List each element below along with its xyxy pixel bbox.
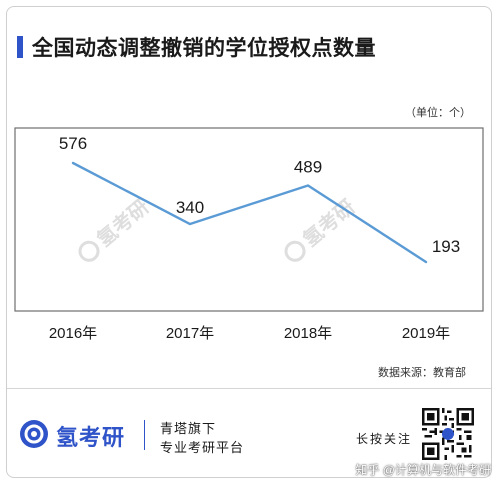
brand-logo-icon: [20, 420, 48, 448]
source-label: 数据来源：教育部: [378, 367, 466, 379]
zhihu-credit: 知乎 @计算机与软件考研: [355, 463, 491, 477]
plot-frame: [14, 127, 484, 312]
watermark: 氢考研: [284, 195, 359, 262]
data-label: 576: [59, 134, 87, 153]
title-accent-bar: [17, 36, 23, 58]
data-label: 340: [176, 198, 204, 217]
x-tick-label: 2017年: [166, 325, 214, 342]
watermark-logo-icon: [78, 240, 100, 262]
chart-title: 全国动态调整撤销的学位授权点数量: [32, 37, 376, 60]
x-tick-label: 2016年: [49, 325, 97, 342]
data-label: 489: [294, 157, 322, 176]
x-tick-label: 2019年: [402, 325, 450, 342]
watermark-logo-icon: [284, 240, 306, 262]
data-label: 193: [432, 237, 460, 256]
footer-tagline-2: 专业考研平台: [160, 440, 245, 455]
watermark-text: 氢考研: [298, 195, 359, 252]
unit-label: （单位：个）: [405, 107, 471, 119]
hold-to-follow-label: 长按关注: [356, 432, 413, 446]
x-tick-label: 2018年: [284, 325, 332, 342]
footer-brand: 氢考研: [56, 425, 126, 450]
qr-code-icon[interactable]: [422, 408, 474, 460]
footer-divider: [7, 388, 491, 389]
series-line: [71, 161, 428, 264]
footer-separator: [144, 420, 145, 450]
footer-tagline-1: 青塔旗下: [160, 421, 217, 436]
watermark-text: 氢考研: [92, 195, 153, 252]
watermark: 氢考研: [78, 195, 153, 262]
